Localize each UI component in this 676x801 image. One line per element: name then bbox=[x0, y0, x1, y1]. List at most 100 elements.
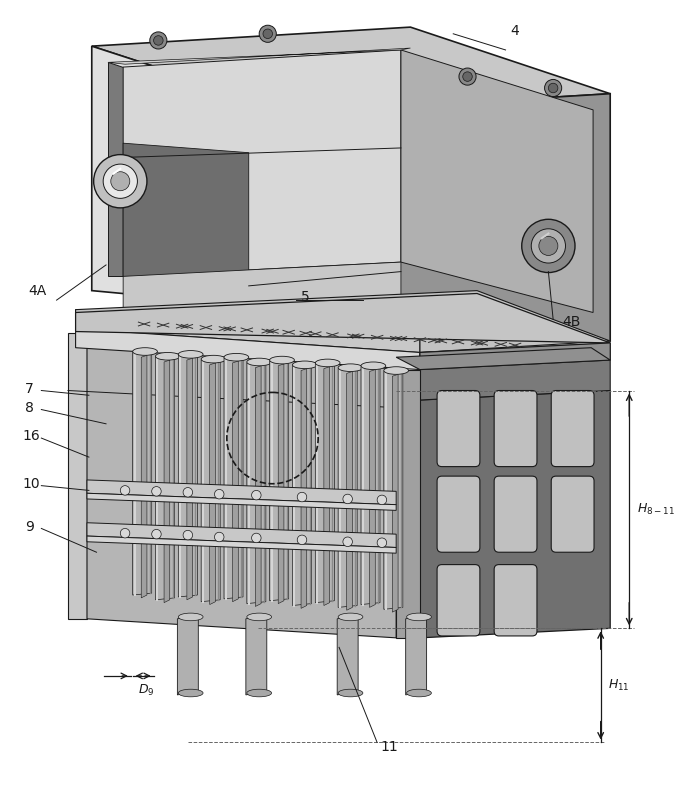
Text: 7: 7 bbox=[25, 381, 34, 396]
Circle shape bbox=[214, 489, 224, 499]
Circle shape bbox=[531, 229, 566, 263]
Ellipse shape bbox=[407, 613, 431, 621]
Circle shape bbox=[94, 155, 147, 208]
Polygon shape bbox=[370, 369, 375, 607]
Polygon shape bbox=[76, 310, 420, 352]
Ellipse shape bbox=[132, 348, 158, 356]
Polygon shape bbox=[87, 536, 396, 553]
Polygon shape bbox=[256, 366, 261, 606]
FancyBboxPatch shape bbox=[437, 476, 480, 552]
Polygon shape bbox=[92, 46, 296, 310]
Polygon shape bbox=[92, 27, 610, 113]
Polygon shape bbox=[68, 333, 87, 619]
Text: 4: 4 bbox=[510, 24, 519, 38]
Text: $H_{11}$: $H_{11}$ bbox=[608, 678, 630, 693]
Text: 5: 5 bbox=[301, 290, 310, 304]
Text: $D_9$: $D_9$ bbox=[138, 682, 154, 698]
Circle shape bbox=[377, 538, 387, 547]
Polygon shape bbox=[420, 343, 610, 369]
Polygon shape bbox=[87, 493, 396, 510]
Polygon shape bbox=[324, 367, 330, 606]
Polygon shape bbox=[420, 360, 610, 400]
Text: 4A: 4A bbox=[28, 284, 46, 298]
Polygon shape bbox=[87, 523, 396, 547]
Ellipse shape bbox=[178, 613, 203, 621]
Circle shape bbox=[548, 83, 558, 93]
FancyBboxPatch shape bbox=[551, 476, 594, 552]
Ellipse shape bbox=[270, 356, 294, 364]
Circle shape bbox=[214, 532, 224, 541]
Circle shape bbox=[120, 485, 130, 495]
Polygon shape bbox=[210, 363, 216, 605]
Polygon shape bbox=[347, 372, 352, 610]
Polygon shape bbox=[247, 361, 266, 604]
Polygon shape bbox=[123, 50, 401, 276]
Polygon shape bbox=[233, 361, 238, 602]
Ellipse shape bbox=[361, 362, 386, 369]
Text: 16: 16 bbox=[22, 429, 40, 443]
Circle shape bbox=[263, 29, 272, 38]
Ellipse shape bbox=[178, 351, 203, 358]
Polygon shape bbox=[396, 348, 610, 369]
FancyBboxPatch shape bbox=[437, 565, 480, 636]
Circle shape bbox=[539, 236, 558, 256]
Polygon shape bbox=[301, 368, 307, 608]
Polygon shape bbox=[361, 364, 380, 605]
Ellipse shape bbox=[201, 356, 226, 363]
Polygon shape bbox=[420, 343, 610, 369]
Polygon shape bbox=[108, 48, 410, 64]
Text: 4B: 4B bbox=[562, 315, 581, 329]
FancyBboxPatch shape bbox=[494, 391, 537, 467]
Ellipse shape bbox=[247, 358, 272, 366]
Polygon shape bbox=[132, 351, 151, 595]
Polygon shape bbox=[201, 358, 220, 602]
Circle shape bbox=[459, 68, 476, 85]
Polygon shape bbox=[384, 369, 403, 610]
Circle shape bbox=[463, 72, 473, 82]
Circle shape bbox=[522, 219, 575, 272]
Ellipse shape bbox=[224, 353, 249, 361]
Circle shape bbox=[297, 535, 307, 545]
Ellipse shape bbox=[155, 352, 180, 360]
Circle shape bbox=[251, 533, 261, 543]
Polygon shape bbox=[123, 143, 249, 286]
Polygon shape bbox=[279, 364, 284, 604]
Polygon shape bbox=[420, 391, 610, 638]
Ellipse shape bbox=[247, 689, 272, 697]
Polygon shape bbox=[141, 356, 147, 598]
Ellipse shape bbox=[407, 689, 431, 697]
Circle shape bbox=[377, 495, 387, 505]
FancyBboxPatch shape bbox=[494, 565, 537, 636]
Polygon shape bbox=[293, 364, 312, 606]
Polygon shape bbox=[338, 367, 357, 607]
Ellipse shape bbox=[384, 367, 408, 374]
Polygon shape bbox=[87, 333, 396, 638]
Circle shape bbox=[120, 529, 130, 538]
Circle shape bbox=[153, 36, 163, 45]
Polygon shape bbox=[187, 358, 193, 600]
Polygon shape bbox=[401, 50, 593, 312]
Circle shape bbox=[150, 32, 167, 49]
Circle shape bbox=[151, 529, 161, 539]
Ellipse shape bbox=[338, 613, 363, 621]
Circle shape bbox=[111, 171, 130, 191]
Circle shape bbox=[183, 488, 193, 497]
Circle shape bbox=[183, 530, 193, 540]
Circle shape bbox=[343, 494, 352, 504]
Polygon shape bbox=[396, 369, 420, 638]
Polygon shape bbox=[315, 362, 335, 602]
Circle shape bbox=[297, 493, 307, 501]
Text: $H_{8-11}$: $H_{8-11}$ bbox=[637, 502, 675, 517]
Text: 8: 8 bbox=[25, 400, 34, 415]
Ellipse shape bbox=[338, 689, 363, 697]
Ellipse shape bbox=[178, 689, 203, 697]
FancyBboxPatch shape bbox=[551, 391, 594, 467]
Circle shape bbox=[251, 490, 261, 500]
Polygon shape bbox=[392, 374, 398, 612]
Ellipse shape bbox=[338, 364, 363, 372]
FancyBboxPatch shape bbox=[494, 476, 537, 552]
Polygon shape bbox=[76, 328, 420, 369]
Circle shape bbox=[545, 79, 562, 97]
Text: 10: 10 bbox=[22, 477, 40, 491]
Polygon shape bbox=[178, 353, 197, 597]
